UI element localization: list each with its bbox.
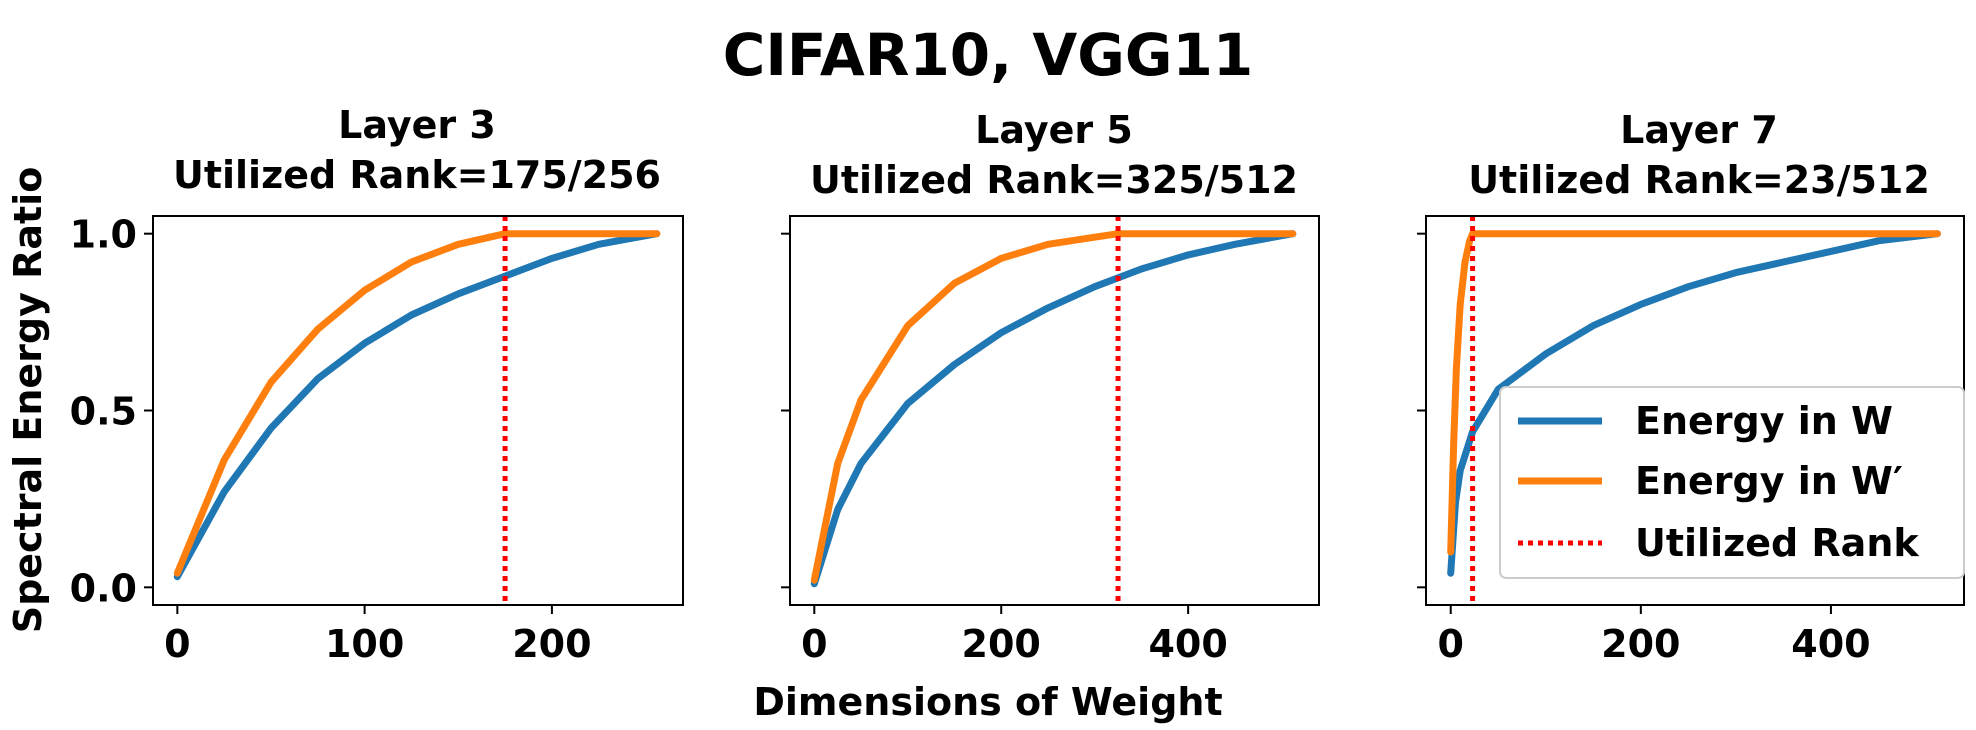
panel-title-line1: Layer 5 [975, 108, 1133, 152]
y-tick-label: 0.5 [70, 390, 137, 434]
x-tick-label: 400 [1148, 622, 1227, 666]
x-tick-label: 400 [1791, 622, 1870, 666]
panel-layer-7: Layer 7 Utilized Rank=23/512 0 200 400 [1417, 108, 1965, 666]
panel-layer-3: Layer 3 Utilized Rank=175/256 0 100 200 0.0… [70, 103, 684, 666]
energy-w-line [810, 230, 1297, 588]
energy-wprime-line [810, 230, 1297, 584]
legend-label-w: Energy in W [1635, 399, 1893, 443]
energy-wprime-line [173, 230, 661, 577]
x-tick-label: 200 [962, 622, 1041, 666]
panel-title-line1: Layer 7 [1620, 108, 1778, 152]
figure-title: CIFAR10, VGG11 [723, 21, 1253, 89]
panel-title-line2: Utilized Rank=325/512 [810, 158, 1298, 202]
legend-label-wprime: Energy in W′ [1635, 459, 1903, 503]
x-tick-label: 100 [325, 622, 404, 666]
axes-frame [789, 215, 1320, 606]
x-axis-label: Dimensions of Weight [753, 680, 1222, 724]
panel-layer-5: Layer 5 Utilized Rank=325/512 0 200 400 [781, 108, 1320, 666]
energy-wprime-line [1447, 230, 1941, 556]
panel-title-line1: Layer 3 [338, 103, 496, 147]
panel-title-line2: Utilized Rank=23/512 [1468, 158, 1930, 202]
y-tick-label: 1.0 [70, 213, 137, 257]
x-tick-label: 200 [1601, 622, 1680, 666]
x-tick-label: 200 [512, 622, 591, 666]
y-axis-label: Spectral Energy Ratio [6, 167, 50, 634]
y-tick-label: 0.0 [70, 566, 137, 610]
legend-label-rank: Utilized Rank [1635, 521, 1919, 565]
x-tick-label: 0 [164, 622, 190, 666]
energy-w-line [173, 230, 661, 581]
legend-frame [1499, 386, 1965, 579]
panel-title-line2: Utilized Rank=175/256 [173, 153, 661, 197]
x-tick-label: 0 [1437, 622, 1463, 666]
x-tick-label: 0 [801, 622, 827, 666]
energy-w-line [1447, 230, 1941, 577]
legend: Energy in W Energy in W′ Utilized Rank [1499, 386, 1965, 579]
axes-frame [152, 215, 684, 606]
